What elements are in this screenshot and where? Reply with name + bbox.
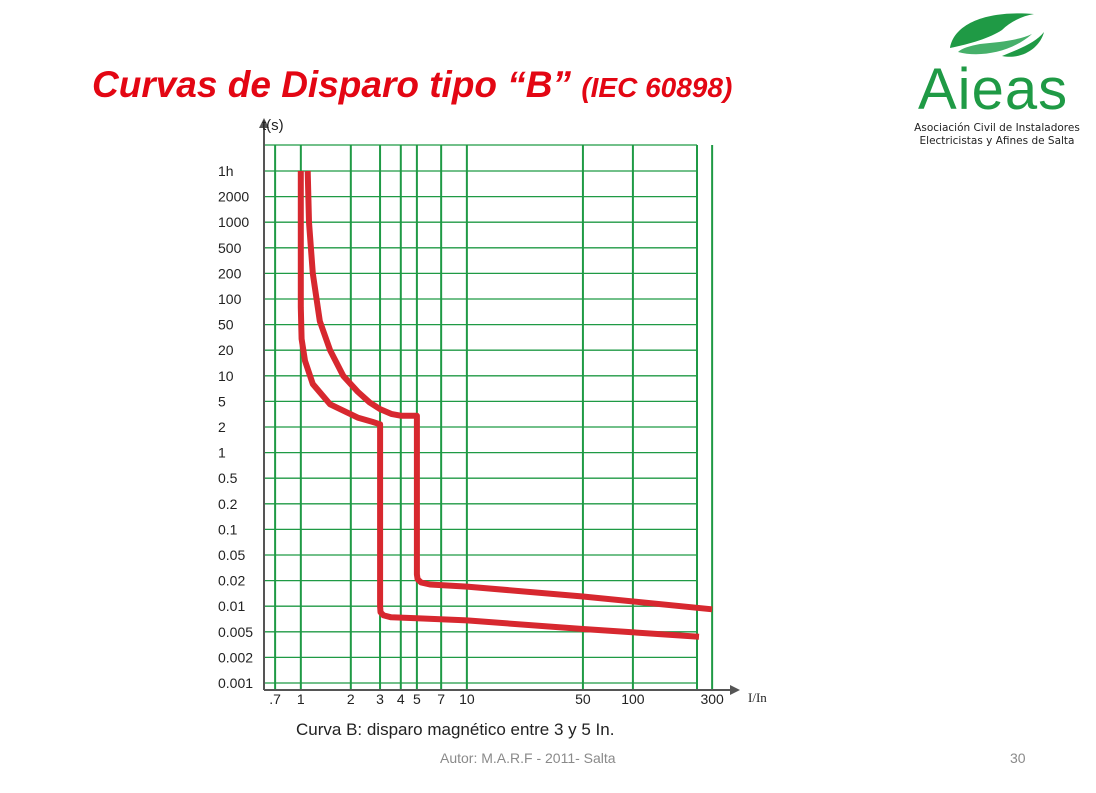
y-tick-label: 50 bbox=[218, 317, 234, 333]
page-number: 30 bbox=[1010, 750, 1026, 766]
y-tick-label: 1h bbox=[218, 163, 234, 179]
x-tick-label: 100 bbox=[621, 691, 645, 707]
x-tick-label: 3 bbox=[376, 691, 384, 707]
x-tick-label: 10 bbox=[459, 691, 475, 707]
y-tick-label: 0.05 bbox=[218, 547, 245, 563]
y-tick-label: 0.02 bbox=[218, 573, 245, 589]
y-tick-label: 20 bbox=[218, 342, 234, 358]
y-tick-label: 1 bbox=[218, 445, 226, 461]
leaf-icon bbox=[950, 13, 1044, 57]
y-tick-label: 0.001 bbox=[218, 675, 253, 691]
y-tick-label: 500 bbox=[218, 240, 242, 256]
chart-caption: Curva B: disparo magnético entre 3 y 5 I… bbox=[296, 720, 614, 739]
grid-layer bbox=[264, 144, 714, 690]
slide-title-standard: (IEC 60898) bbox=[581, 72, 733, 103]
aieas-logo: Aieas Asociación Civil de Instaladores E… bbox=[900, 8, 1090, 158]
y-tick-label: 0.1 bbox=[218, 521, 238, 537]
tick-label-layer: 1h 2000 1000 500 200 100 50 20 10 5 2 1 0.5 0.2 0.1 0.0… bbox=[218, 163, 724, 707]
x-axis-label: I/In bbox=[748, 690, 767, 705]
x-tick-label: 1 bbox=[297, 691, 305, 707]
x-tick-label: 300 bbox=[700, 691, 724, 707]
axis-layer bbox=[259, 118, 740, 695]
y-tick-label: 2000 bbox=[218, 189, 249, 205]
logo-wordmark: Aieas bbox=[918, 57, 1069, 122]
y-axis-arrow-icon bbox=[259, 118, 269, 128]
x-tick-label: .7 bbox=[269, 691, 281, 707]
y-tick-label: 0.01 bbox=[218, 598, 245, 614]
x-tick-label: 2 bbox=[347, 691, 355, 707]
footer-author: Autor: M.A.R.F - 2011- Salta bbox=[440, 750, 616, 766]
y-axis-label: t(s) bbox=[262, 117, 284, 134]
y-tick-label: 0.002 bbox=[218, 649, 253, 665]
y-tick-label: 200 bbox=[218, 265, 242, 281]
x-tick-label: 4 bbox=[397, 691, 405, 707]
slide-title: Curvas de Disparo tipo “B” (IEC 60898) bbox=[92, 64, 732, 106]
x-axis-arrow-icon bbox=[730, 685, 740, 695]
curve-layer bbox=[297, 170, 713, 640]
slide-title-main: Curvas de Disparo tipo “B” bbox=[92, 64, 572, 105]
logo-tagline-1: Asociación Civil de Instaladores bbox=[914, 122, 1080, 134]
y-tick-label: 0.005 bbox=[218, 624, 253, 640]
trip-curve-2 bbox=[304, 170, 713, 613]
y-tick-label: 0.5 bbox=[218, 470, 238, 486]
trip-curve-chart: 1h 2000 1000 500 200 100 50 20 10 5 2 1 0.5 0.2 0.1 0.0… bbox=[218, 117, 767, 739]
y-tick-label: 10 bbox=[218, 368, 234, 384]
x-tick-label: 5 bbox=[413, 691, 421, 707]
y-tick-label: 0.2 bbox=[218, 496, 238, 512]
x-tick-label: 50 bbox=[575, 691, 591, 707]
logo-tagline-2: Electricistas y Afines de Salta bbox=[919, 135, 1075, 147]
y-tick-label: 1000 bbox=[218, 214, 249, 230]
x-tick-label: 7 bbox=[437, 691, 445, 707]
y-tick-label: 2 bbox=[218, 419, 226, 435]
y-tick-label: 100 bbox=[218, 291, 242, 307]
y-tick-label: 5 bbox=[218, 393, 226, 409]
trip-curve-1 bbox=[297, 171, 700, 640]
